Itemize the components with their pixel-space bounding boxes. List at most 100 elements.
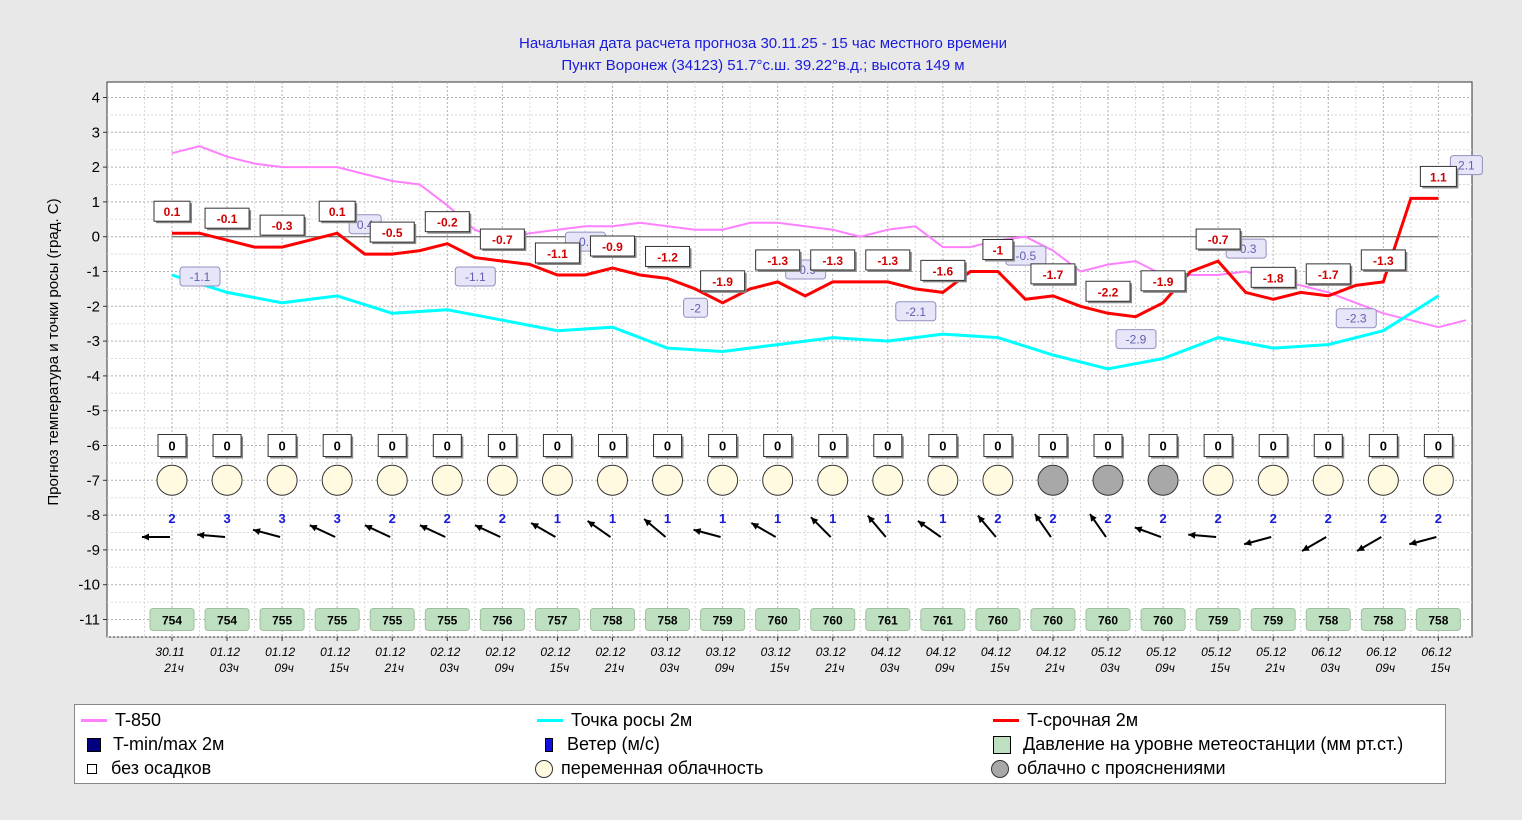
x-tick-date: 02.12 bbox=[430, 645, 460, 659]
precip-box bbox=[157, 434, 187, 457]
pressure-value: 758 bbox=[1428, 614, 1448, 628]
partly-cloudy-icon bbox=[872, 464, 904, 496]
t2m-label: -1.8 bbox=[1263, 271, 1284, 285]
wind-speed: 1 bbox=[664, 511, 671, 526]
t850-label: 2.1 bbox=[1458, 159, 1475, 173]
wind-speed: 2 bbox=[1049, 511, 1056, 526]
legend-dew: Точка росы 2м bbox=[537, 710, 692, 731]
pressure-box bbox=[534, 608, 580, 631]
legend-temp-label: T-срочная 2м bbox=[1027, 710, 1139, 730]
pressure-value: 760 bbox=[768, 614, 788, 628]
x-tick-date: 06.12 bbox=[1366, 645, 1396, 659]
precip-value: 0 bbox=[499, 439, 506, 454]
t2m-label: -2.2 bbox=[1098, 285, 1119, 299]
partly-cloudy-icon bbox=[1312, 464, 1344, 496]
t2m-label: -1.3 bbox=[877, 254, 898, 268]
partly-cloudy-icon bbox=[376, 464, 408, 496]
partly-cloudy-icon bbox=[211, 464, 243, 496]
pressure-box bbox=[1360, 608, 1406, 631]
pressure-box bbox=[1085, 608, 1131, 631]
x-tick-date: 05.12 bbox=[1256, 645, 1286, 659]
x-tick-hour: 21ч bbox=[604, 661, 625, 675]
wind-speed: 2 bbox=[1215, 511, 1222, 526]
pressure-box bbox=[149, 608, 195, 631]
pressure-value: 758 bbox=[658, 614, 678, 628]
chart-title-line2: Пункт Воронеж (34123) 51.7°с.ш. 39.22°в.… bbox=[561, 57, 964, 74]
t850-label: -2.1 bbox=[905, 305, 926, 319]
t2m-label-box bbox=[1140, 270, 1186, 292]
y-tick-label: -3 bbox=[87, 333, 100, 350]
t2m-label: -0.2 bbox=[437, 216, 458, 230]
wind-arrow-head bbox=[1357, 544, 1365, 551]
pressure-box bbox=[1030, 608, 1076, 631]
wind-speed: 2 bbox=[1159, 511, 1166, 526]
x-tick-date: 02.12 bbox=[485, 645, 515, 659]
t850-label-box bbox=[179, 266, 221, 287]
precip-box bbox=[1203, 434, 1233, 457]
precip-box bbox=[322, 434, 352, 457]
pressure-box bbox=[810, 608, 856, 631]
y-tick-label: 1 bbox=[92, 194, 100, 211]
t2m-label: -0.9 bbox=[602, 240, 623, 254]
t2m-label-box bbox=[1360, 249, 1406, 271]
t2m-label: -1.9 bbox=[712, 275, 733, 289]
wind-speed: 2 bbox=[168, 511, 175, 526]
wind-speed: 1 bbox=[609, 511, 616, 526]
precip-value: 0 bbox=[279, 439, 286, 454]
precip-value: 0 bbox=[168, 439, 175, 454]
precip-box bbox=[432, 434, 462, 457]
legend-dew-swatch bbox=[537, 719, 563, 722]
precip-box bbox=[542, 434, 572, 457]
y-tick-label: -9 bbox=[87, 542, 100, 559]
wind-arrow-head bbox=[364, 525, 373, 532]
precip-box bbox=[653, 434, 683, 457]
t2m-label-box bbox=[1305, 263, 1351, 285]
x-tick-date: 01.12 bbox=[375, 645, 405, 659]
t2m-label-box bbox=[1085, 280, 1131, 302]
legend-t850-label: T-850 bbox=[115, 710, 162, 730]
pressure-value: 760 bbox=[823, 614, 843, 628]
wind-speed: 2 bbox=[444, 511, 451, 526]
x-tick-hour: 15ч bbox=[990, 661, 1010, 675]
x-tick-date: 02.12 bbox=[540, 645, 570, 659]
wind-arrow-head bbox=[531, 523, 539, 530]
mostly-cloudy-icon bbox=[1092, 464, 1124, 496]
x-tick-date: 03.12 bbox=[761, 645, 791, 659]
partly-cloudy-icon bbox=[266, 464, 298, 496]
t2m-label: -1.3 bbox=[767, 254, 788, 268]
t2m-label: -1 bbox=[993, 244, 1004, 258]
x-tick-hour: 15ч bbox=[1431, 661, 1451, 675]
t2m-label-box bbox=[424, 211, 470, 233]
x-tick-hour: 21ч bbox=[1044, 661, 1065, 675]
precip-box bbox=[818, 434, 848, 457]
wind-arrow-head bbox=[253, 528, 261, 535]
partly-cloudy-icon bbox=[927, 464, 959, 496]
y-tick-label: -6 bbox=[87, 438, 100, 455]
wind-speed: 3 bbox=[279, 511, 286, 526]
pressure-value: 758 bbox=[1373, 614, 1393, 628]
pressure-value: 758 bbox=[1318, 614, 1338, 628]
pressure-value: 755 bbox=[272, 614, 292, 628]
t850-label: -1.1 bbox=[465, 270, 486, 284]
t2m-label-box bbox=[1030, 263, 1076, 285]
partly-cloudy-icon bbox=[1367, 464, 1399, 496]
x-tick-hour: 03ч bbox=[660, 661, 680, 675]
legend-dew-label: Точка росы 2м bbox=[571, 710, 693, 730]
t2m-label: -1.9 bbox=[1153, 275, 1174, 289]
x-tick-date: 05.12 bbox=[1091, 645, 1121, 659]
t2m-label-box bbox=[318, 200, 356, 222]
plot-area bbox=[106, 81, 1473, 638]
y-tick-label: -5 bbox=[87, 403, 100, 420]
wind-arrow-head bbox=[475, 525, 483, 532]
legend-pressure-swatch bbox=[993, 735, 1011, 754]
pressure-value: 760 bbox=[1043, 614, 1063, 628]
precip-box bbox=[1038, 434, 1068, 457]
mostly-cloudy-icon bbox=[991, 759, 1009, 778]
x-tick-hour: 15ч bbox=[770, 661, 790, 675]
precip-value: 0 bbox=[1380, 439, 1387, 454]
x-tick-hour: 09ч bbox=[935, 661, 955, 675]
wind-speed: 1 bbox=[719, 511, 726, 526]
x-tick-date: 01.12 bbox=[265, 645, 295, 659]
pressure-box bbox=[865, 608, 911, 631]
partly-cloudy-icon bbox=[1257, 464, 1289, 496]
